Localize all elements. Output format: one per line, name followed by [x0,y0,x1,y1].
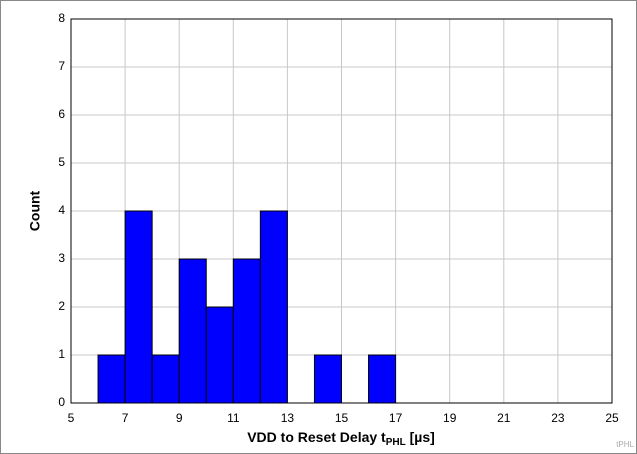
x-tick-label: 25 [605,411,619,425]
x-tick-label: 23 [551,411,565,425]
y-tick-label: 7 [58,59,65,73]
x-tick-label: 19 [443,411,457,425]
x-tick-label: 17 [389,411,403,425]
bar [124,210,153,404]
bar [232,258,261,404]
bar [205,306,234,404]
x-tick-label: 5 [68,411,75,425]
watermark: tPHL [616,440,634,449]
x-tick-label: 13 [281,411,295,425]
x-tick-label: 7 [122,411,129,425]
x-tick-label: 11 [227,411,240,425]
x-axis-label-main: VDD to Reset Delay t [247,429,386,445]
y-tick-label: 8 [58,11,65,25]
y-tick-label: 3 [58,251,65,265]
bar [178,258,207,404]
y-tick-label: 0 [58,395,65,409]
x-axis-label: VDD to Reset Delay tPHL [µs] [247,429,435,448]
x-tick-label: 21 [497,411,511,425]
bar [313,354,343,404]
bar [151,354,180,404]
bar [97,354,126,404]
bar [368,354,397,404]
y-tick-label: 4 [58,203,65,217]
x-tick-label: 9 [176,411,183,425]
y-tick-label: 5 [58,155,65,169]
y-tick-label: 1 [58,347,65,361]
x-tick-label: 15 [335,411,349,425]
x-axis-label-sub: PHL [386,437,406,448]
y-tick-label: 2 [58,299,65,313]
bar [259,210,288,404]
y-tick-label: 6 [58,107,65,121]
y-axis-label: Count [27,190,43,231]
x-axis-label-unit: [µs] [406,429,435,445]
plot-border [70,18,613,404]
